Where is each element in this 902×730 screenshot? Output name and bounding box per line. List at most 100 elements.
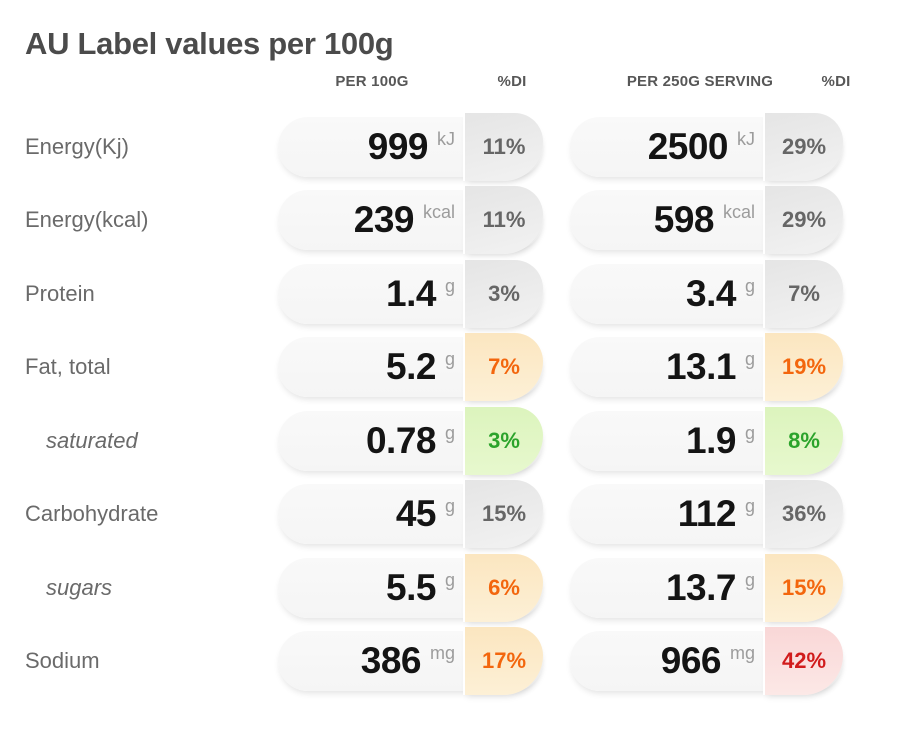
nutrient-value: 3.4 (686, 272, 736, 314)
nutrient-unit: kJ (437, 128, 455, 149)
di-value: 29% (781, 133, 827, 159)
value-group: 239 kcal (354, 190, 455, 250)
nutrient-unit: g (744, 349, 755, 370)
value-pill-per-100g: 239 kcal 11% (278, 186, 543, 255)
table-row-protein: Protein 1.4 g 3% 3.4 g 7% (0, 257, 902, 331)
nutrient-unit: kcal (722, 202, 755, 223)
nutrient-unit: g (744, 422, 755, 443)
nutrient-value: 45 (395, 493, 437, 535)
nutrient-value: 13.7 (665, 566, 737, 608)
table-row-carbohydrate: Carbohydrate 45 g 15% 112 g 36% (0, 478, 902, 552)
di-value: 6% (488, 574, 520, 600)
di-value: 15% (481, 501, 527, 527)
di-value: 3% (488, 427, 520, 453)
value-group: 5.2 g (386, 337, 455, 397)
nutrient-value: 5.5 (386, 566, 436, 608)
di-badge: 7% (765, 259, 843, 328)
value-pill-per-250g: 112 g 36% (570, 480, 843, 549)
di-value: 15% (781, 574, 827, 600)
value-pill-per-100g: 1.4 g 3% (278, 259, 543, 328)
row-label: sugars (46, 574, 113, 600)
value-pill-per-250g: 1.9 g 8% (570, 406, 843, 475)
di-value: 42% (781, 648, 827, 674)
row-label: Sodium (25, 648, 100, 674)
nutrient-unit: g (444, 496, 455, 517)
row-label: saturated (46, 427, 138, 453)
nutrient-value: 1.9 (686, 419, 736, 461)
nutrient-unit: g (444, 275, 455, 296)
di-badge: 36% (765, 480, 843, 549)
row-label: Energy(Kj) (25, 133, 129, 159)
nutrient-unit: kcal (422, 202, 455, 223)
di-value: 36% (781, 501, 827, 527)
nutrient-unit: g (444, 569, 455, 590)
column-header-per-250g: PER 250G SERVING (626, 73, 774, 90)
nutrient-value: 598 (653, 199, 715, 241)
row-label: Carbohydrate (25, 501, 159, 527)
di-value: 7% (788, 280, 820, 306)
di-badge: 7% (465, 333, 543, 402)
table-row-energy-kcal: Energy(kcal) 239 kcal 11% 598 kcal 29% (0, 184, 902, 258)
nutrient-value: 966 (660, 640, 722, 682)
di-value: 19% (781, 354, 827, 380)
di-badge: 6% (465, 553, 543, 622)
di-badge: 29% (765, 186, 843, 255)
nutrient-value: 5.2 (386, 346, 436, 388)
nutrient-unit: mg (729, 643, 755, 664)
table-row-saturated: saturated 0.78 g 3% 1.9 g 8% (0, 404, 902, 478)
nutrient-unit: mg (429, 643, 455, 664)
di-value: 29% (781, 207, 827, 233)
value-group: 5.5 g (386, 558, 455, 618)
value-group: 2500 kJ (648, 117, 755, 177)
value-group: 598 kcal (654, 190, 755, 250)
di-value: 17% (481, 648, 527, 674)
table-row-energy-kj: Energy(Kj) 999 kJ 11% 2500 kJ 29% (0, 110, 902, 184)
column-header-per-100g: PER 100G (335, 73, 409, 90)
nutrient-value: 13.1 (665, 346, 737, 388)
di-value: 8% (788, 427, 820, 453)
nutrient-value: 239 (353, 199, 415, 241)
di-value: 11% (482, 133, 526, 159)
di-value: 7% (488, 354, 520, 380)
di-value: 3% (488, 280, 520, 306)
di-badge: 3% (465, 259, 543, 328)
di-badge: 15% (465, 480, 543, 549)
nutrient-value: 386 (360, 640, 422, 682)
value-pill-per-250g: 13.7 g 15% (570, 553, 843, 622)
table-row-sugars: sugars 5.5 g 6% 13.7 g 15% (0, 551, 902, 625)
value-pill-per-100g: 0.78 g 3% (278, 406, 543, 475)
nutrient-unit: g (744, 569, 755, 590)
value-pill-per-250g: 598 kcal 29% (570, 186, 843, 255)
value-pill-per-100g: 386 mg 17% (278, 627, 543, 696)
value-group: 0.78 g (366, 411, 455, 471)
value-group: 3.4 g (686, 264, 755, 324)
di-badge: 3% (465, 406, 543, 475)
value-group: 13.7 g (666, 558, 755, 618)
value-group: 112 g (678, 484, 755, 544)
value-pill-per-250g: 2500 kJ 29% (570, 112, 843, 181)
nutrient-rows: Energy(Kj) 999 kJ 11% 2500 kJ 29% (0, 110, 902, 698)
table-row-sodium: Sodium 386 mg 17% 966 mg 42% (0, 625, 902, 699)
value-pill-per-250g: 3.4 g 7% (570, 259, 843, 328)
column-header-di-100g: %DI (497, 73, 527, 90)
di-badge: 29% (765, 112, 843, 181)
nutrient-value: 1.4 (386, 272, 436, 314)
row-label: Fat, total (25, 354, 111, 380)
row-label: Energy(kcal) (25, 207, 149, 233)
nutrient-value: 112 (677, 493, 737, 535)
nutrient-value: 999 (367, 125, 429, 167)
value-group: 999 kJ (368, 117, 455, 177)
row-label: Protein (25, 280, 95, 306)
nutrient-value: 0.78 (365, 419, 437, 461)
value-group: 1.9 g (686, 411, 755, 471)
table-row-fat-total: Fat, total 5.2 g 7% 13.1 g 19% (0, 331, 902, 405)
value-pill-per-100g: 5.2 g 7% (278, 333, 543, 402)
di-value: 11% (482, 207, 526, 233)
value-pill-per-250g: 966 mg 42% (570, 627, 843, 696)
nutrient-unit: g (444, 349, 455, 370)
nutrient-value: 2500 (647, 125, 729, 167)
di-badge: 19% (765, 333, 843, 402)
di-badge: 17% (465, 627, 543, 696)
value-pill-per-250g: 13.1 g 19% (570, 333, 843, 402)
